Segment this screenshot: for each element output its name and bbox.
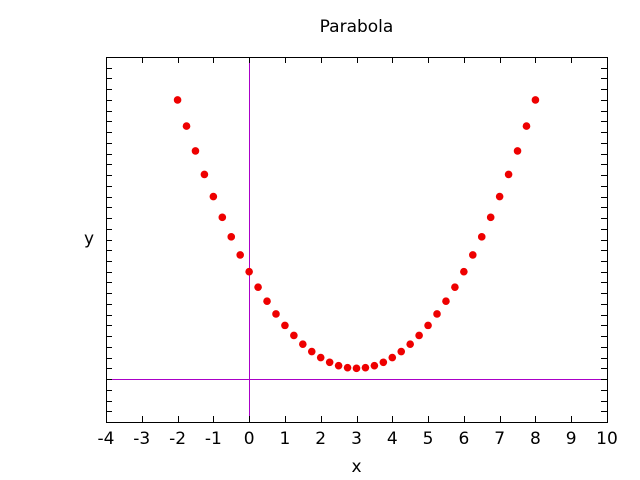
data-point [513, 147, 522, 155]
data-point [531, 96, 540, 104]
x-tick-label: -4 [98, 429, 115, 449]
x-tick-label: 2 [315, 429, 326, 449]
data-point [343, 363, 352, 372]
x-tick-label: 1 [280, 429, 291, 449]
x-tick-label: -1 [205, 429, 222, 449]
data-point [361, 363, 370, 372]
x-tick-label: 6 [458, 429, 469, 449]
x-tick-label: 9 [566, 429, 577, 449]
x-tick-label: 4 [387, 429, 398, 449]
data-point [299, 340, 307, 348]
data-point [182, 122, 191, 130]
data-point [406, 340, 414, 348]
x-tick-label: 0 [244, 429, 255, 449]
data-point [191, 147, 200, 155]
data-point [522, 122, 531, 130]
data-point [442, 297, 450, 306]
data-point [460, 267, 468, 276]
x-tick-label: 8 [530, 429, 541, 449]
y-axis-label: y [83, 229, 95, 249]
data-point [486, 213, 495, 222]
data-point [316, 353, 325, 362]
data-point [281, 321, 289, 330]
data-point [263, 297, 271, 306]
data-point [227, 233, 236, 241]
data-point [451, 283, 459, 291]
x-tick-label: 10 [596, 429, 618, 449]
data-point [209, 192, 218, 201]
x-tick-label: 3 [351, 429, 362, 449]
data-point [272, 310, 280, 318]
data-point [469, 251, 477, 259]
chart-title: Parabola [319, 17, 394, 37]
data-point [397, 347, 406, 356]
data-point [325, 358, 334, 367]
data-point [433, 310, 441, 318]
x-tick-label: 7 [494, 429, 505, 449]
data-point [245, 267, 253, 276]
data-point [352, 364, 361, 373]
data-point [218, 213, 227, 222]
data-point [254, 283, 262, 291]
x-tick-label: -2 [169, 429, 186, 449]
x-tick-label: 5 [423, 429, 434, 449]
data-point [495, 192, 504, 201]
data-point [236, 251, 244, 259]
data-point [200, 170, 209, 179]
x-tick-label: -3 [133, 429, 150, 449]
data-point [388, 353, 397, 362]
data-point [424, 321, 432, 330]
data-point [504, 170, 513, 179]
data-point [379, 358, 388, 367]
x-axis-label: x [351, 457, 362, 477]
data-point [370, 361, 379, 370]
data-point [477, 233, 486, 241]
data-point [290, 331, 298, 340]
data-point [334, 361, 343, 370]
data-point [173, 96, 182, 104]
data-point [307, 347, 316, 356]
data-point [415, 331, 423, 340]
